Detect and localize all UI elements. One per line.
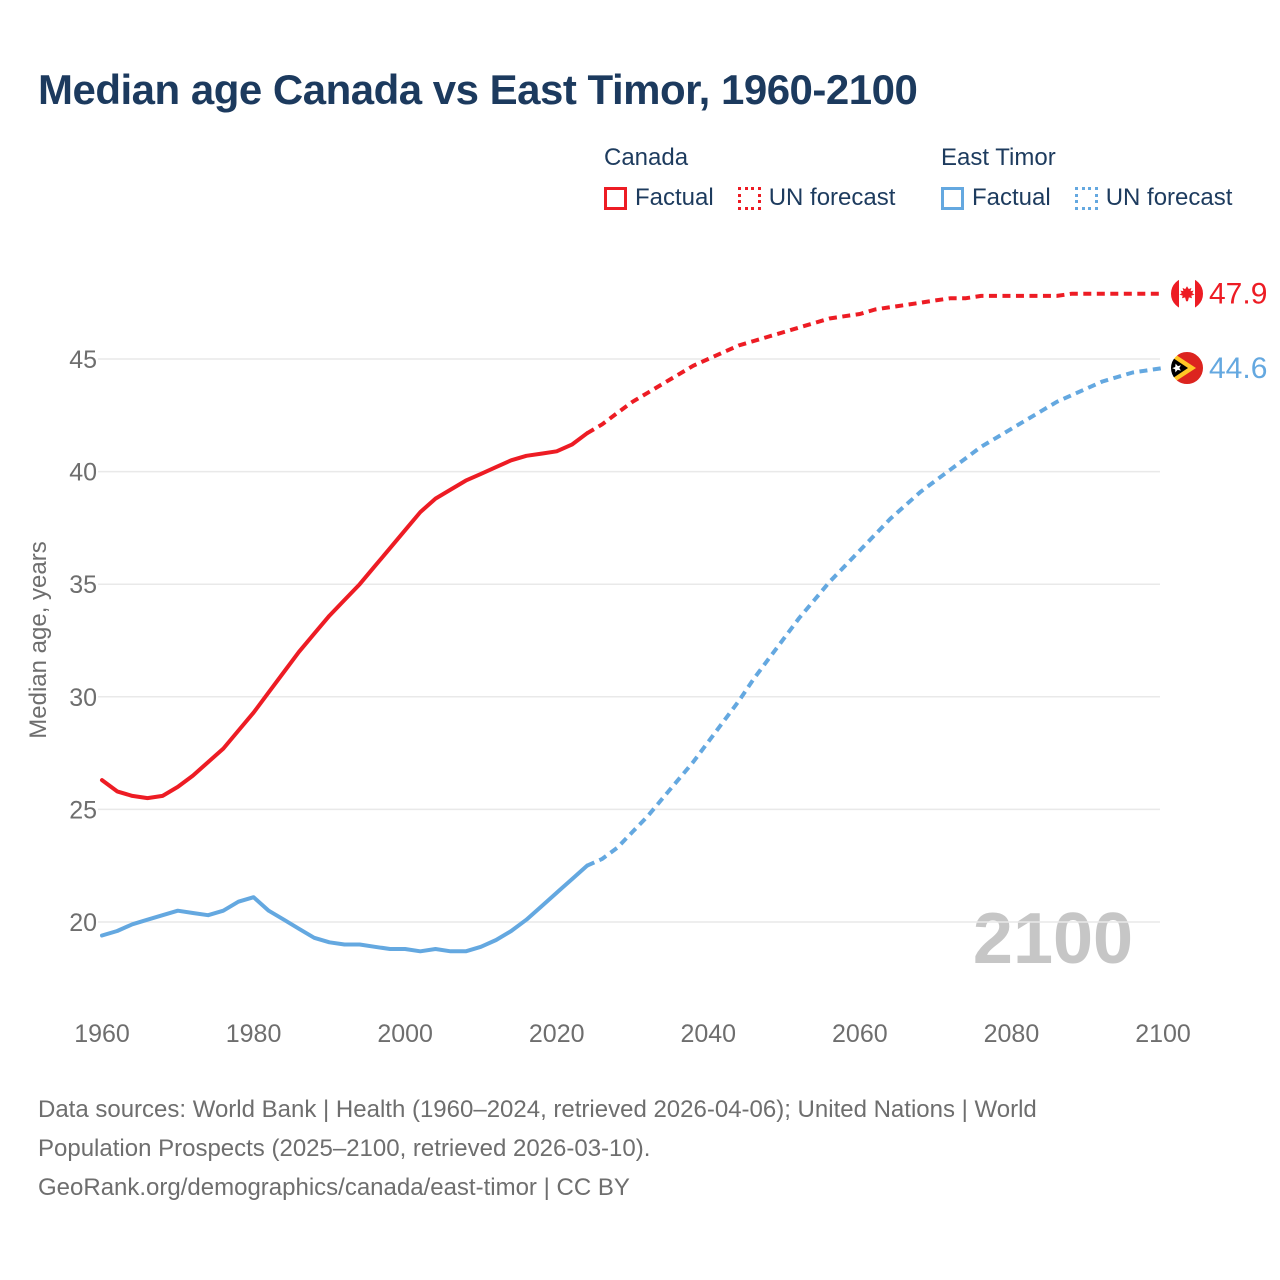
watermark-year: 2100	[973, 899, 1133, 979]
series-canada-un-forecast	[585, 291, 1163, 436]
y-tick-label: 45	[69, 346, 97, 374]
x-tick-label: 2020	[529, 1020, 585, 1048]
legend-group-east-timor: East Timor Factual UN forecast	[941, 144, 1256, 212]
data-sources-line-2: Population Prospects (2025–2100, retriev…	[38, 1135, 651, 1162]
dotted-line-swatch-icon	[1074, 186, 1098, 210]
chart-title: Median age Canada vs East Timor, 1960-21…	[38, 66, 918, 113]
dotted-line-swatch-icon	[737, 186, 761, 210]
legend-item-label: Factual	[635, 184, 714, 211]
legend-header-canada: Canada	[604, 144, 689, 171]
legend-item-east-timor-factual: Factual	[941, 184, 1051, 212]
legend-item-canada-forecast: UN forecast	[737, 184, 896, 212]
x-tick-label: 1960	[74, 1020, 130, 1048]
y-tick-label: 20	[69, 909, 97, 937]
legend-item-label: Factual	[972, 184, 1051, 211]
data-sources-line-1: Data sources: World Bank | Health (1960–…	[38, 1096, 1037, 1123]
x-tick-label: 2000	[377, 1020, 433, 1048]
legend-item-label: UN forecast	[768, 184, 896, 211]
y-tick-label: 40	[69, 459, 97, 487]
series-east-timor-factual	[100, 863, 589, 954]
x-tick-label: 2040	[680, 1020, 736, 1048]
solid-line-swatch-icon	[604, 186, 627, 210]
y-tick-label: 35	[69, 571, 97, 599]
x-tick-label: 2060	[832, 1020, 888, 1048]
source-url: GeoRank.org/demographics/canada/east-tim…	[38, 1174, 630, 1201]
legend-header-east-timor: East Timor	[941, 144, 1056, 171]
solid-line-swatch-icon	[941, 186, 964, 210]
legend-item-canada-factual: Factual	[604, 184, 714, 212]
x-tick-label: 2100	[1135, 1020, 1191, 1048]
y-tick-label: 30	[69, 684, 97, 712]
footer: Data sources: World Bank | Health (1960–…	[38, 1090, 1037, 1207]
y-tick-label: 25	[69, 796, 97, 824]
x-tick-label: 1980	[226, 1020, 282, 1048]
legend-item-east-timor-forecast: UN forecast	[1074, 184, 1233, 212]
legend-group-canada: Canada Factual UN forecast	[604, 144, 919, 212]
series-east-timor-un-forecast	[586, 366, 1164, 868]
end-value-label: 44.6	[1209, 352, 1267, 385]
end-value-label: 47.9	[1209, 278, 1267, 311]
y-axis-label: Median age, years	[25, 541, 52, 738]
legend-item-label: UN forecast	[1105, 184, 1233, 211]
x-tick-label: 2080	[984, 1020, 1040, 1048]
series-canada-factual	[100, 431, 589, 801]
